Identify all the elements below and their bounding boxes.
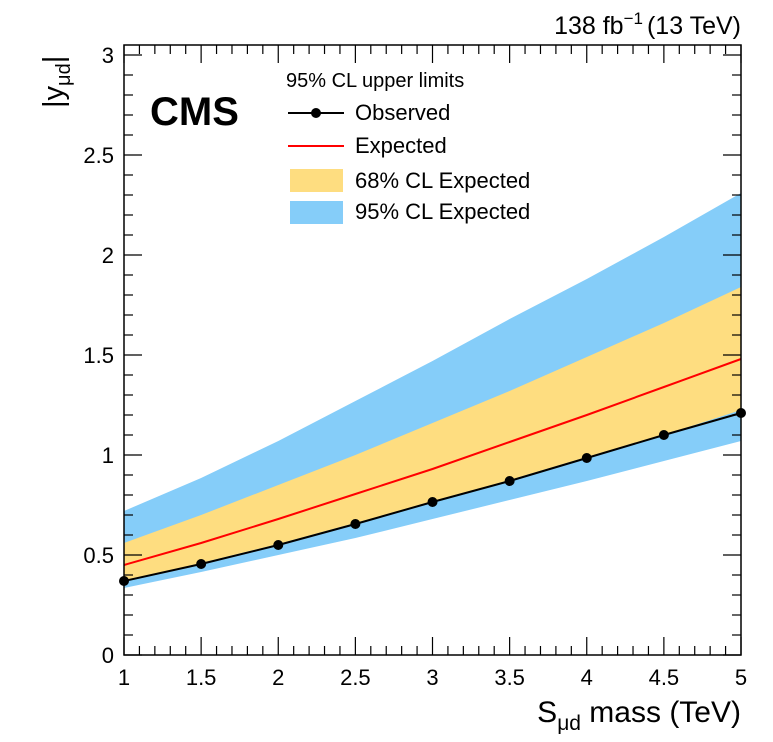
y-tick-label: 0.5 xyxy=(83,543,114,568)
y-tick-label: 1 xyxy=(102,443,114,468)
y-tick-label: 1.5 xyxy=(83,343,114,368)
legend-entry-band68: 68% CL Expected xyxy=(355,168,530,193)
x-tick-label: 5 xyxy=(735,665,747,690)
x-tick-label: 1.5 xyxy=(186,665,217,690)
legend-band68-swatch xyxy=(290,169,343,192)
x-tick-label: 2 xyxy=(272,665,284,690)
y-tick-label: 2 xyxy=(102,243,114,268)
y-axis-label: |yμd| xyxy=(38,56,75,108)
observed-point xyxy=(504,476,515,486)
band-68-expected xyxy=(124,287,741,581)
cms-label: CMS xyxy=(150,90,239,134)
observed-point xyxy=(350,519,361,529)
luminosity-label: 138 fb−1 (13 TeV) xyxy=(554,9,741,40)
legend-entry-band95: 95% CL Expected xyxy=(355,199,530,224)
x-axis-label: Sμd mass (TeV) xyxy=(537,696,741,735)
y-tick-label: 3 xyxy=(102,43,114,68)
x-tick-label: 2.5 xyxy=(340,665,371,690)
observed-point xyxy=(658,430,669,440)
legend-entry-observed: Observed xyxy=(355,100,450,125)
legend-band95-swatch xyxy=(290,201,343,224)
observed-point xyxy=(427,497,438,507)
observed-point xyxy=(581,453,592,463)
expected-line xyxy=(123,358,742,566)
legend-header: 95% CL upper limits xyxy=(286,70,464,92)
observed-point xyxy=(196,559,207,569)
observed-point xyxy=(273,540,284,550)
legend-observed-marker xyxy=(311,108,321,118)
legend-entry-expected: Expected xyxy=(355,133,447,158)
x-tick-label: 3.5 xyxy=(494,665,525,690)
x-tick-label: 4 xyxy=(581,665,593,690)
x-tick-label: 1 xyxy=(118,665,130,690)
x-tick-label: 3 xyxy=(426,665,438,690)
y-tick-label: 2.5 xyxy=(83,143,114,168)
legend: 95% CL upper limits Observed Expected 68… xyxy=(286,70,530,224)
x-tick-label: 4.5 xyxy=(649,665,680,690)
y-tick-label: 0 xyxy=(102,643,114,668)
